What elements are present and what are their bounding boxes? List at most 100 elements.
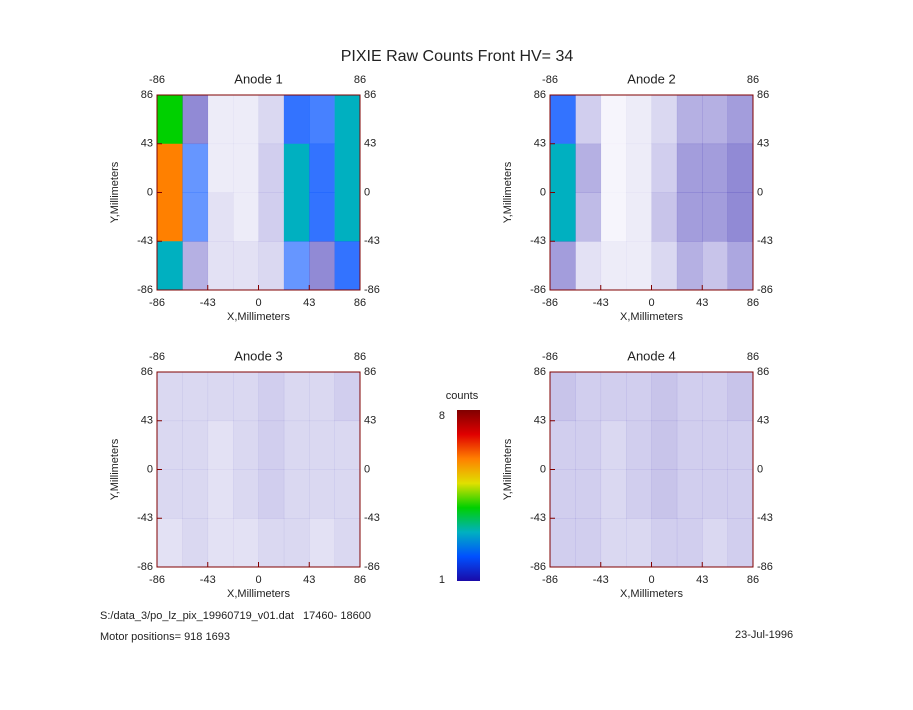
heat-cell [182, 241, 209, 291]
heat-cell [727, 372, 754, 422]
heat-cell [550, 518, 576, 568]
heat-cell [334, 192, 361, 242]
heat-cell [676, 241, 703, 291]
x-tick-label: 43 [303, 297, 315, 309]
y-right-tick-label: 0 [757, 463, 763, 475]
x-top-label: -86 [542, 351, 558, 363]
x-tick-label: 86 [354, 297, 366, 309]
heat-cell [651, 95, 678, 145]
heat-cell [626, 469, 652, 519]
y-axis-label: Y,Millimeters [109, 161, 121, 223]
heat-cell [182, 372, 209, 422]
heat-cell [157, 241, 183, 291]
heat-cell [727, 469, 754, 519]
x-tick-label: -86 [149, 574, 165, 586]
panel-title: Anode 1 [234, 71, 282, 86]
heat-cell [575, 372, 602, 422]
y-right-tick-label: 86 [364, 89, 376, 101]
heat-cell [600, 95, 627, 145]
heat-cell [626, 241, 652, 291]
heat-cell [334, 143, 361, 193]
x-tick-label: -43 [200, 297, 216, 309]
panel-title: Anode 2 [627, 71, 675, 86]
x-tick-label: 43 [696, 297, 708, 309]
heat-cell [702, 241, 728, 291]
heat-cell [600, 241, 627, 291]
heat-cell [702, 469, 728, 519]
heat-cell [676, 143, 703, 193]
heat-cell [157, 420, 183, 470]
heat-cell [207, 420, 234, 470]
x-tick-label: 0 [648, 574, 654, 586]
y-right-tick-label: 0 [364, 463, 370, 475]
heat-cell [258, 95, 285, 145]
heat-cell [575, 241, 602, 291]
heat-cell [283, 469, 310, 519]
y-tick-label: -86 [137, 561, 153, 573]
heat-cell [727, 95, 754, 145]
heat-cell [702, 143, 728, 193]
x-tick-label: 0 [255, 297, 261, 309]
y-tick-label: 0 [147, 186, 153, 198]
heat-cell [550, 420, 576, 470]
y-right-tick-label: 0 [364, 186, 370, 198]
heat-cell [575, 518, 602, 568]
heat-cell [309, 143, 335, 193]
heat-cell [651, 372, 678, 422]
heat-cell [207, 469, 234, 519]
x-top-label: -86 [542, 74, 558, 86]
heat-cell [309, 469, 335, 519]
y-tick-label: 43 [141, 138, 153, 150]
heat-cell [727, 241, 754, 291]
heat-cell [182, 95, 209, 145]
heat-cell [575, 143, 602, 193]
heat-cell [727, 518, 754, 568]
y-tick-label: 0 [540, 463, 546, 475]
x-axis-label: X,Millimeters [620, 311, 683, 323]
y-right-tick-label: 86 [364, 366, 376, 378]
y-right-tick-label: -86 [757, 561, 773, 573]
colorbar-min: 1 [439, 574, 445, 586]
heat-cell [626, 192, 652, 242]
y-tick-label: 43 [141, 415, 153, 427]
colorbar [457, 410, 480, 581]
x-tick-label: -86 [542, 574, 558, 586]
heat-cell [727, 420, 754, 470]
heat-cell [626, 372, 652, 422]
y-tick-label: -86 [530, 561, 546, 573]
x-tick-label: 43 [696, 574, 708, 586]
y-axis-label: Y,Millimeters [502, 438, 514, 500]
heat-cell [651, 518, 678, 568]
y-tick-label: -43 [530, 512, 546, 524]
heat-cell [600, 518, 627, 568]
x-tick-label: -43 [593, 574, 609, 586]
heat-cell [702, 192, 728, 242]
x-top-label: -86 [149, 74, 165, 86]
heat-cell [676, 469, 703, 519]
heat-cell [676, 372, 703, 422]
heat-cell [309, 420, 335, 470]
footer-date: 23-Jul-1996 [735, 629, 793, 641]
heat-cell [207, 372, 234, 422]
heat-cell [233, 95, 259, 145]
y-tick-label: 86 [534, 366, 546, 378]
y-right-tick-label: 0 [757, 186, 763, 198]
heat-cell [575, 192, 602, 242]
heat-cell [626, 420, 652, 470]
y-right-tick-label: 43 [757, 415, 769, 427]
x-tick-label: 86 [747, 297, 759, 309]
heat-cell [207, 95, 234, 145]
heat-cell [550, 372, 576, 422]
heat-cell [258, 143, 285, 193]
x-tick-label: 86 [747, 574, 759, 586]
heat-cell [157, 469, 183, 519]
heat-cell [676, 518, 703, 568]
colorbar-max: 8 [439, 410, 445, 422]
heat-cell [334, 518, 361, 568]
heat-cell [233, 518, 259, 568]
heat-cell [334, 241, 361, 291]
heat-cell [258, 469, 285, 519]
heat-cell [157, 518, 183, 568]
heat-cell [651, 143, 678, 193]
